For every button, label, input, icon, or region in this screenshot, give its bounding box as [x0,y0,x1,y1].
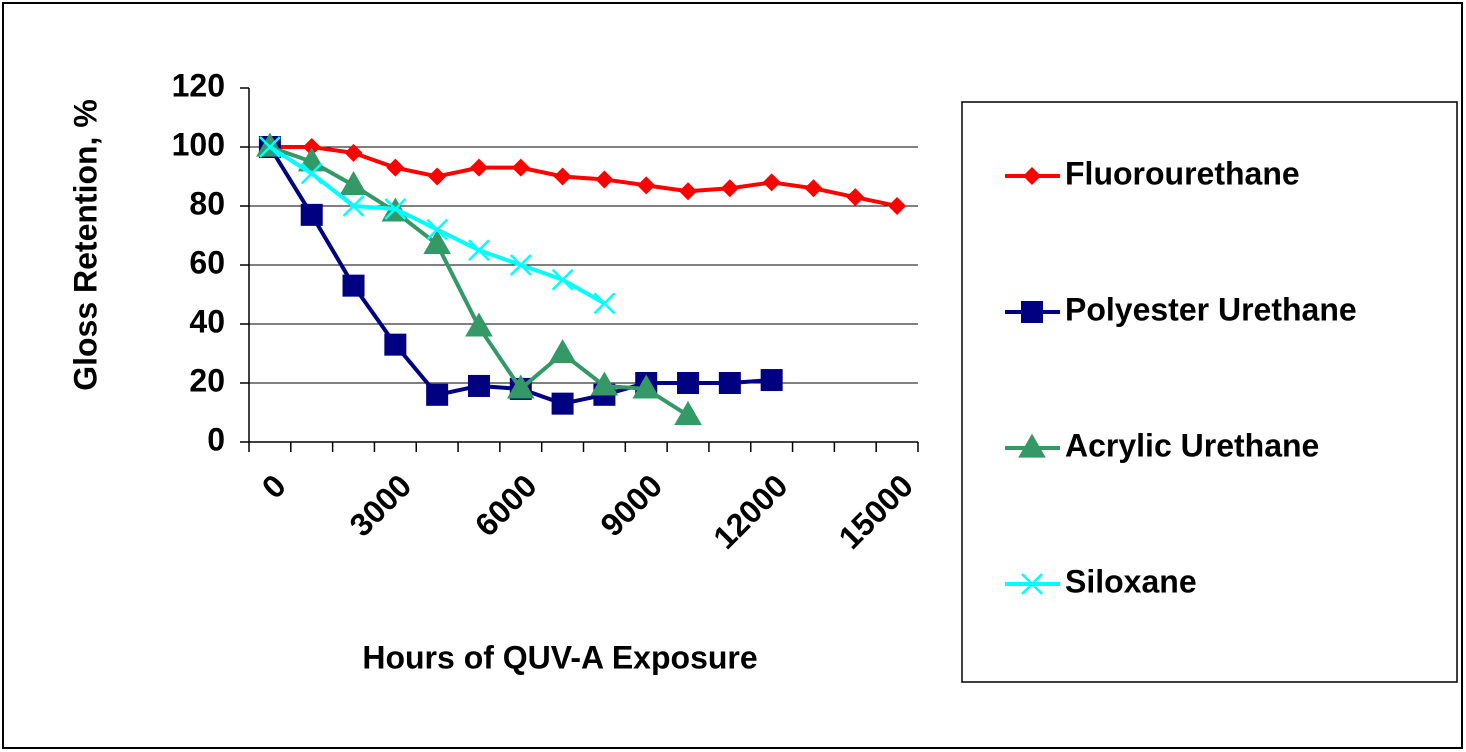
marker [595,170,614,189]
x-axis-title: Hours of QUV-A Exposure [362,639,757,675]
series-line [269,145,898,208]
y-tick-label: 20 [189,362,225,398]
legend-label: Polyester Urethane [1065,291,1357,327]
marker [423,229,451,254]
y-tick-label: 40 [189,303,225,339]
marker [632,374,661,399]
marker [342,274,365,297]
marker [300,162,323,185]
y-tick-label: 100 [172,126,225,162]
marker [677,372,700,394]
marker [344,143,363,162]
marker [465,312,493,337]
marker [674,401,702,426]
legend-label: Acrylic Urethane [1065,427,1319,463]
marker [468,239,490,262]
legend-label: Siloxane [1065,563,1197,599]
marker [386,158,405,177]
marker [300,203,323,226]
marker [384,198,407,220]
marker [637,176,656,195]
y-tick-label: 60 [189,244,225,280]
marker [551,392,574,415]
marker [509,254,532,276]
marker [259,136,281,158]
y-tick-label: 120 [172,67,225,103]
marker [553,167,572,186]
marker [428,167,447,186]
marker [551,268,574,291]
marker [342,195,365,217]
marker [469,158,488,177]
marker [426,383,449,406]
marker [1018,433,1046,458]
marker [1021,301,1043,323]
marker [384,333,407,356]
marker [426,218,449,241]
marker [548,339,577,364]
marker [720,179,739,198]
marker [590,371,619,396]
marker [467,374,490,397]
marker [760,369,783,392]
marker [804,179,823,198]
y-tick-label: 0 [207,421,225,457]
marker [718,372,741,394]
marker [888,197,907,215]
marker [302,138,321,156]
marker [1023,167,1041,185]
y-axis-title: Gloss Retention, % [67,99,103,391]
marker [511,158,530,177]
marker [679,182,698,201]
marker [762,173,781,192]
marker [593,292,616,315]
y-tick-label: 80 [189,185,225,221]
marker [339,170,368,195]
marker [506,374,535,399]
marker [846,188,865,207]
marker [1021,573,1043,595]
legend-label: Fluorourethane [1065,155,1300,191]
